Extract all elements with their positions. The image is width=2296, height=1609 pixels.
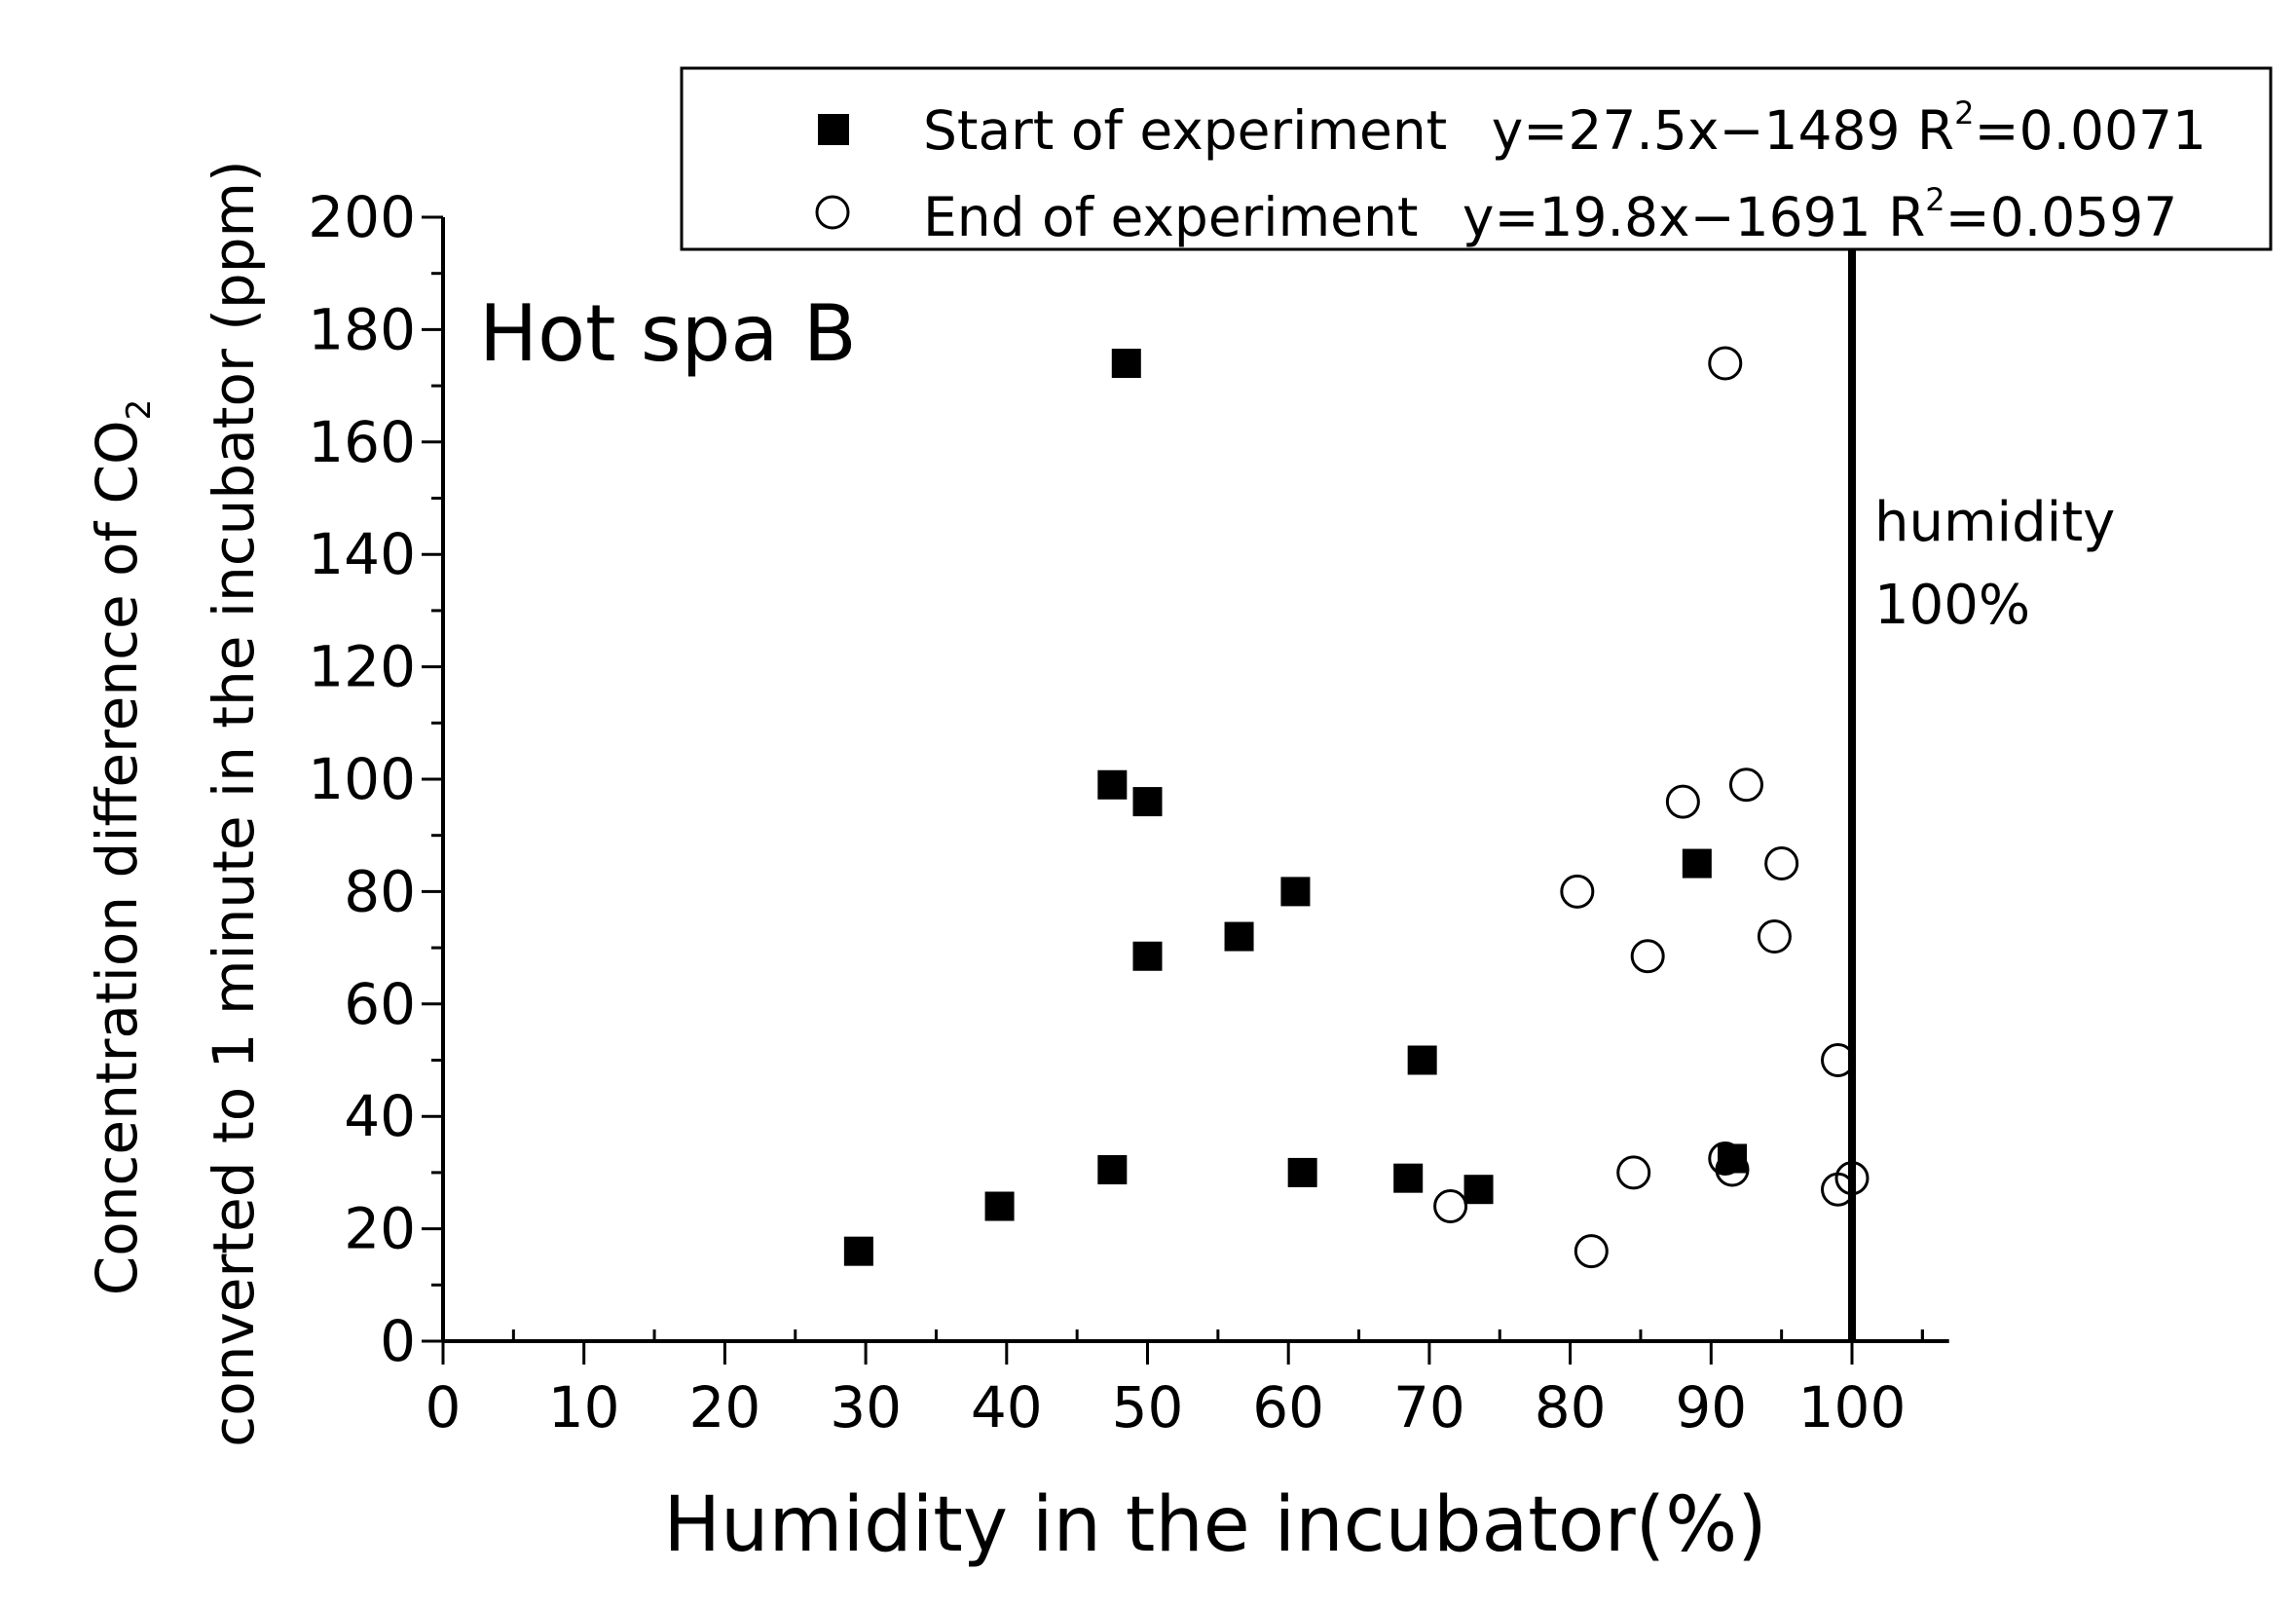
y-tick-label: 160: [308, 409, 416, 475]
legend-label-end: End of experiment y=19.8x−1691 R2=0.0597: [923, 181, 2177, 248]
start-point: [1097, 769, 1128, 800]
start-point: [1132, 787, 1163, 817]
reference-line-label-2: 100%: [1874, 574, 2030, 637]
y-tick-label: 40: [344, 1083, 416, 1149]
x-tick-label: 100: [1798, 1374, 1907, 1441]
x-tick-label: 10: [548, 1374, 620, 1441]
start-point: [1132, 941, 1163, 971]
end-point: [1574, 1234, 1609, 1269]
end-point: [1708, 346, 1743, 381]
x-tick-label: 30: [830, 1374, 902, 1441]
y-tick-label: 140: [308, 521, 416, 587]
y-axis-title-line1-text: Concentration difference of CO: [84, 420, 150, 1295]
start-point: [1682, 848, 1712, 879]
start-point: [1287, 1157, 1317, 1187]
end-point: [1560, 874, 1595, 909]
start-point: [984, 1191, 1015, 1221]
axis-ticks: 0 20 40 60 80 100 120 140 160 180 200 0 10 20 30 40 50 60…: [308, 184, 1924, 1441]
y-tick-label: 20: [344, 1196, 416, 1262]
x-tick-label: 90: [1675, 1374, 1747, 1441]
x-axis-title: Humidity in the incubator(%): [663, 1481, 1766, 1569]
y-tick-label: 180: [308, 296, 416, 362]
y-axis-title-line2: converted to 1 minute in the incubator (…: [201, 160, 267, 1446]
start-point: [1407, 1045, 1437, 1075]
start-point: [1280, 877, 1311, 907]
start-point: [1224, 921, 1254, 952]
end-point: [1433, 1189, 1468, 1224]
y-tick-label: 60: [344, 971, 416, 1037]
legend-marker-start: [818, 114, 849, 145]
end-point: [1708, 1141, 1743, 1176]
end-point: [1630, 939, 1665, 974]
svg-text:Concentration difference of CO: Concentration difference of CO2: [84, 399, 159, 1295]
start-point: [1111, 349, 1141, 379]
x-tick-label: 40: [971, 1374, 1043, 1441]
end-point: [1757, 919, 1792, 954]
start-point: [1463, 1175, 1494, 1205]
legend-marker-end: [815, 195, 850, 230]
legend: Start of experiment y=27.5x−1489 R2=0.00…: [680, 66, 2273, 251]
panel-label: Hot spa B: [479, 288, 857, 379]
x-tick-label: 20: [688, 1374, 760, 1441]
reference-line-label-1: humidity: [1874, 491, 2115, 554]
data-points: [843, 346, 1870, 1269]
x-tick-label: 50: [1112, 1374, 1184, 1441]
end-point: [1665, 784, 1700, 819]
y-axis-title-line1: Concentration difference of CO2: [84, 399, 159, 1295]
x-tick-label: 70: [1393, 1374, 1465, 1441]
end-point: [1764, 846, 1799, 881]
legend-label-start: Start of experiment y=27.5x−1489 R2=0.00…: [923, 94, 2206, 162]
end-point: [1616, 1155, 1651, 1190]
legend-box: [680, 66, 2273, 251]
x-tick-label: 80: [1535, 1374, 1607, 1441]
x-tick-label: 0: [426, 1374, 462, 1441]
start-point: [1393, 1163, 1424, 1193]
x-tick-label: 60: [1252, 1374, 1324, 1441]
start-point: [843, 1236, 873, 1266]
end-point: [1728, 767, 1763, 803]
y-tick-label: 0: [380, 1308, 416, 1374]
y-axis-title-subscript: 2: [120, 399, 159, 421]
end-point: [1821, 1172, 1856, 1207]
y-tick-label: 80: [344, 858, 416, 924]
y-tick-label: 120: [308, 634, 416, 700]
end-point: [1821, 1043, 1856, 1077]
start-point: [1097, 1155, 1128, 1185]
y-tick-label: 200: [308, 184, 416, 250]
axes: [441, 217, 1949, 1343]
y-tick-label: 100: [308, 746, 416, 812]
end-point: [1715, 1152, 1750, 1187]
